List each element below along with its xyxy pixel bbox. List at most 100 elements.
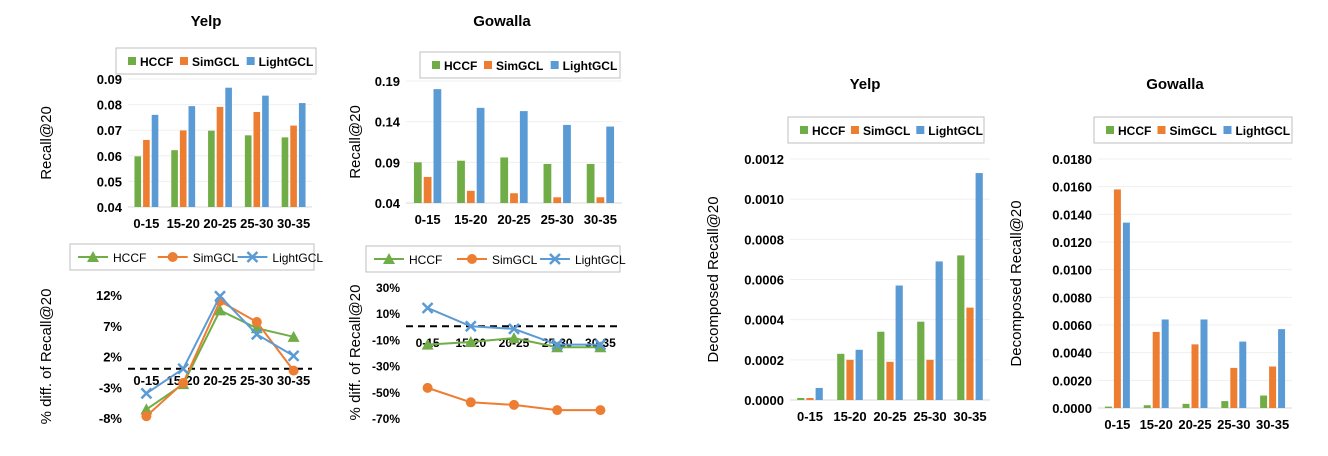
yelp-recall-legend-label-lightgcl: LightGCL [259, 55, 314, 69]
gowalla-diff-point-hccf [594, 341, 607, 353]
gowalla-decomposed-bar-hccf [1182, 403, 1190, 408]
yelp-decomposed-ytick-label: 0.0012 [744, 152, 784, 167]
yelp-diff-point-hccf [140, 403, 153, 415]
gowalla-recall-bar-hccf [543, 163, 552, 203]
yelp-decomposed-legend: HCCF SimGCL LightGCL [787, 116, 985, 144]
gowalla-recall-bar-simgcl [510, 193, 518, 203]
gowalla-decomposed-legend-label-hccf: HCCF [1118, 124, 1151, 138]
yelp-decomposed-chart: Yelp 0.0000 0.0002 0.0004 0.0006 0.0008 0.0010… [705, 76, 990, 424]
yelp-recall-xtick-label: 20-25 [203, 216, 236, 231]
gowalla-decomposed-bar-simgcl [1191, 344, 1199, 408]
gowalla-recall-bar-hccf [586, 163, 595, 203]
yelp-recall-bar-hccf [208, 130, 215, 207]
gowalla-diff-chart: -70%-50%-30%-10%10%30%0-1515-2020-2525-3… [347, 245, 626, 426]
gowalla-recall-title: Gowalla [473, 13, 531, 30]
gowalla-decomposed-xtick-label: 20-25 [1178, 417, 1211, 432]
yelp-diff-ytick-label: 7% [103, 319, 122, 334]
gowalla-decomposed-ytick-label: 0.0140 [1052, 207, 1092, 222]
gowalla-diff-point-simgcl [509, 399, 519, 410]
gowalla-recall-bar-lightgcl [606, 126, 615, 203]
gowalla-recall-chart: Gowalla 0.04 0.09 0.14 0.19 0-15 15-20 20-25 25-… [347, 13, 622, 227]
gowalla-recall-bar-lightgcl [476, 107, 485, 203]
gowalla-decomposed-ytick-label: 0.0060 [1052, 318, 1092, 333]
yelp-recall-ytick-label: 0.05 [97, 174, 122, 189]
yelp-decomposed-ylabel: Decomposed Recall@20 [705, 196, 722, 362]
gowalla-diff-point-simgcl [595, 405, 606, 416]
gowalla-decomposed-ytick-label: 0.0180 [1052, 152, 1092, 167]
gowalla-diff-ytick-label: -30% [372, 360, 400, 374]
gowalla-diff-point-simgcl [465, 397, 476, 408]
gowalla-decomposed-xtick-label: 15-20 [1140, 417, 1173, 432]
yelp-diff-point-lightgcl [250, 328, 263, 341]
gowalla-recall-legend-swatch-lightgcl [550, 61, 559, 69]
gowalla-decomposed-xtick-label: 0-15 [1104, 417, 1130, 432]
gowalla-diff-point-hccf [464, 336, 477, 348]
yelp-decomposed-xtick-label: 15-20 [833, 409, 866, 424]
yelp-decomposed-bar-hccf [797, 397, 805, 400]
yelp-decomposed-bar-simgcl [926, 359, 934, 400]
yelp-decomposed-bar-lightgcl [855, 349, 863, 400]
gowalla-decomposed-chart: Gowalla 0.0000 0.0020 0.0040 0.0060 0.0080 0.0… [1008, 76, 1293, 432]
gowalla-diff-point-lightgcl [508, 323, 520, 335]
gowalla-diff-point-hccf [508, 332, 520, 344]
yelp-decomposed-bar-lightgcl [935, 261, 943, 400]
yelp-decomposed-ytick-label: 0.0008 [744, 232, 784, 247]
gowalla-recall-legend-swatch-hccf [432, 61, 440, 69]
yelp-diff-point-lightgcl [177, 362, 190, 375]
yelp-recall-xtick-label: 0-15 [133, 216, 159, 231]
gowalla-diff-legend-marker-hccf [383, 253, 395, 264]
yelp-recall-bar-simgcl [179, 130, 187, 207]
yelp-recall-title: Yelp [191, 13, 222, 30]
yelp-recall-legend-label-simgcl: SimGCL [192, 55, 239, 69]
gowalla-diff-legend-box [365, 245, 621, 273]
gowalla-diff-legend-marker-simgcl [466, 254, 477, 264]
yelp-recall-bar-hccf [134, 156, 142, 207]
yelp-recall-legend: HCCF SimGCL LightGCL [115, 47, 317, 75]
yelp-recall-legend-swatch-lightgcl [246, 57, 255, 65]
yelp-diff-xtick-label: 20-25 [203, 373, 236, 388]
gowalla-diff-legend-label-hccf: HCCF [409, 253, 442, 267]
yelp-recall-bar-lightgcl [225, 87, 232, 207]
yelp-decomposed-bar-hccf [917, 321, 925, 400]
gowalla-recall-xtick-label: 20-25 [497, 212, 530, 227]
yelp-recall-chart: Yelp 0.04 0.05 0.06 0.07 0.08 0.09 0-15 15-20 20-… [38, 13, 317, 231]
gowalla-recall-bar-hccf [413, 162, 422, 203]
gowalla-decomposed-ytick-label: 0.0040 [1052, 346, 1092, 361]
yelp-decomposed-xtick-label: 30-35 [953, 409, 986, 424]
yelp-recall-xtick-label: 15-20 [167, 216, 200, 231]
gowalla-recall-bar-simgcl [553, 197, 562, 203]
gowalla-diff-legend-marker-lightgcl [549, 253, 561, 265]
yelp-recall-ytick-label: 0.09 [97, 72, 122, 87]
yelp-diff-point-simgcl [251, 317, 262, 328]
yelp-recall-ytick-label: 0.06 [97, 149, 122, 164]
gowalla-decomposed-xtick-label: 30-35 [1256, 417, 1289, 432]
yelp-decomposed-bar-hccf [957, 255, 965, 400]
yelp-diff-ytick-label: -3% [99, 380, 123, 395]
yelp-recall-legend-swatch-simgcl [180, 57, 188, 65]
yelp-decomposed-xtick-label: 0-15 [797, 409, 823, 424]
yelp-diff-point-simgcl [288, 365, 299, 376]
yelp-diff-point-lightgcl [214, 290, 226, 303]
yelp-decomposed-ytick-label: 0.0004 [744, 313, 785, 328]
gowalla-decomposed-bar-simgcl [1269, 366, 1277, 408]
yelp-diff-point-hccf [214, 304, 226, 316]
gowalla-recall-xtick-label: 15-20 [454, 212, 487, 227]
yelp-recall-bar-hccf [244, 135, 252, 207]
gowalla-recall-xtick-label: 25-30 [541, 212, 574, 227]
yelp-decomposed-bar-simgcl [966, 307, 974, 400]
gowalla-recall-legend-label-lightgcl: LightGCL [563, 59, 618, 73]
gowalla-diff-legend: HCCF SimGCL LightGCL [365, 245, 626, 273]
yelp-decomposed-title: Yelp [850, 76, 881, 93]
gowalla-recall-bar-lightgcl [433, 89, 442, 203]
yelp-decomposed-ytick-label: 0.0006 [744, 273, 784, 288]
gowalla-recall-ytick-label: 0.14 [375, 115, 401, 130]
gowalla-diff-point-lightgcl [551, 338, 564, 351]
gowalla-decomposed-title: Gowalla [1146, 76, 1204, 93]
yelp-diff-point-hccf [287, 330, 300, 342]
gowalla-recall-legend: HCCF SimGCL LightGCL [419, 51, 621, 79]
gowalla-decomposed-bar-lightgcl [1161, 319, 1169, 408]
gowalla-recall-legend-label-simgcl: SimGCL [496, 59, 543, 73]
gowalla-recall-ytick-label: 0.09 [375, 155, 400, 170]
